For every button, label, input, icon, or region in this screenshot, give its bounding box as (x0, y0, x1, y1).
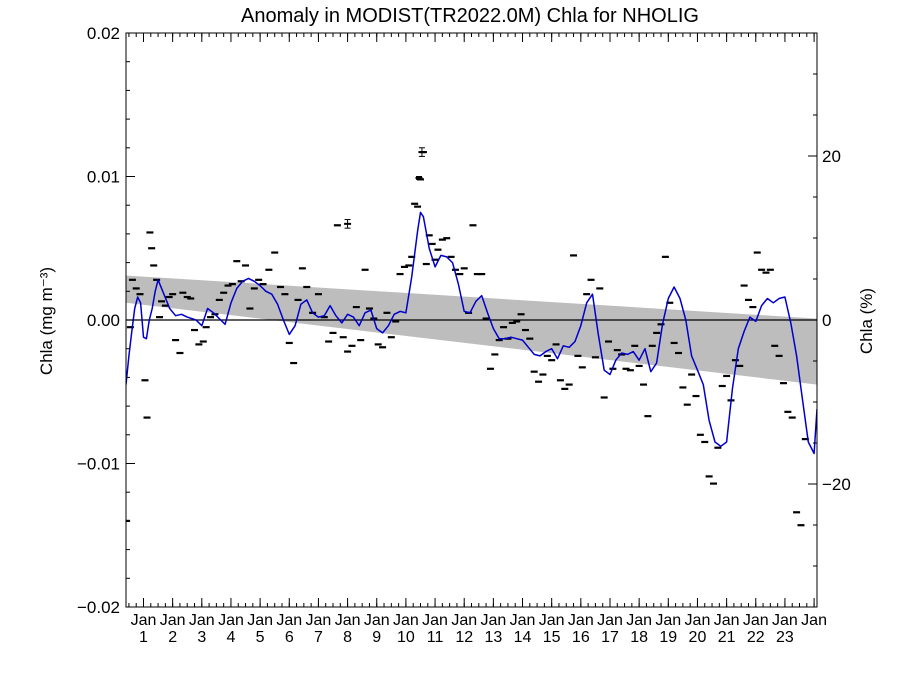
x-tick-label-year: 4 (227, 629, 236, 646)
right-axis-label: Chla (%) (857, 288, 876, 354)
x-tick-label-month: Jan (131, 612, 157, 629)
x-tick-label-year: 1 (139, 629, 148, 646)
x-tick-label-year: 5 (256, 629, 265, 646)
x-tick-label-year: 17 (601, 629, 619, 646)
smoothed-series-line (126, 211, 817, 455)
x-tick-label-month: Jan (364, 612, 390, 629)
x-tick-label-month: Jan (218, 612, 244, 629)
x-tick-label-year: 20 (689, 629, 707, 646)
x-tick-label-month: Jan (189, 612, 215, 629)
x-tick-label-month: Jan (480, 612, 506, 629)
y-tick-label-left: 0.02 (87, 24, 120, 43)
x-tick-label-month: Jan (772, 612, 798, 629)
x-tick-label-month: Jan (306, 612, 332, 629)
chart-title: Anomaly in MODIST(TR2022.0M) Chla for NH… (241, 5, 699, 27)
plot-inner (126, 147, 817, 527)
x-tick-label-year: 22 (747, 629, 765, 646)
x-tick-label-year: 8 (343, 629, 352, 646)
y-tick-label-right: −20 (822, 475, 851, 494)
x-tick-label-month: Jan (597, 612, 623, 629)
x-tick-label-year: 3 (197, 629, 206, 646)
x-tick-label-year: 13 (484, 629, 502, 646)
x-tick-label-year: 11 (427, 629, 444, 646)
x-tick-label-month: Jan (335, 612, 361, 629)
trend-band (126, 275, 817, 385)
x-tick-label-year: 23 (776, 629, 794, 646)
x-tick-label-year: 2 (168, 629, 177, 646)
x-tick-label-month: Jan (655, 612, 681, 629)
x-tick-label-year: 18 (630, 629, 648, 646)
x-tick-label-year: 19 (659, 629, 677, 646)
x-tick-label-month: Jan (393, 612, 419, 629)
x-tick-label-year: 10 (397, 629, 415, 646)
y-tick-label-right: 20 (822, 147, 841, 166)
y-tick-label-right: 0 (822, 311, 831, 330)
x-tick-label-month: Jan (685, 612, 711, 629)
x-tick-label-month: Jan (451, 612, 477, 629)
x-tick-label-month: Jan (160, 612, 186, 629)
x-tick-label-year: 14 (514, 629, 532, 646)
x-tick-label-month: Jan (743, 612, 769, 629)
y-tick-label-left: 0.01 (87, 168, 120, 187)
x-tick-label-year: 9 (372, 629, 381, 646)
x-tick-label-month: Jan (276, 612, 302, 629)
x-tick-label-month: Jan (626, 612, 652, 629)
x-tick-label-month: Jan (510, 612, 536, 629)
x-tick-label-month: Jan (801, 612, 827, 629)
x-tick-label-year: 16 (572, 629, 590, 646)
left-axis-label: Chla (mg m⁻³) (37, 267, 56, 375)
x-tick-label-year: 6 (285, 629, 294, 646)
y-tick-label-left: −0.02 (77, 598, 120, 617)
x-tick-label-month: Jan (568, 612, 594, 629)
x-tick-label-year: 12 (455, 629, 473, 646)
x-tick-label-month: Jan (247, 612, 273, 629)
monthly-markers (126, 151, 809, 527)
y-tick-label-left: −0.01 (77, 455, 120, 474)
x-tick-label-month: Jan (539, 612, 565, 629)
axes: 0.020.010.00−0.01−0.02200−20Jan1Jan2Jan3… (77, 24, 851, 646)
x-tick-label-month: Jan (422, 612, 448, 629)
error-markers (344, 147, 426, 229)
y-tick-label-left: 0.00 (87, 311, 120, 330)
x-tick-label-year: 21 (718, 629, 736, 646)
x-tick-label-year: 7 (314, 629, 323, 646)
x-tick-label-year: 15 (543, 629, 561, 646)
x-tick-label-month: Jan (714, 612, 740, 629)
plot-area (126, 147, 817, 527)
